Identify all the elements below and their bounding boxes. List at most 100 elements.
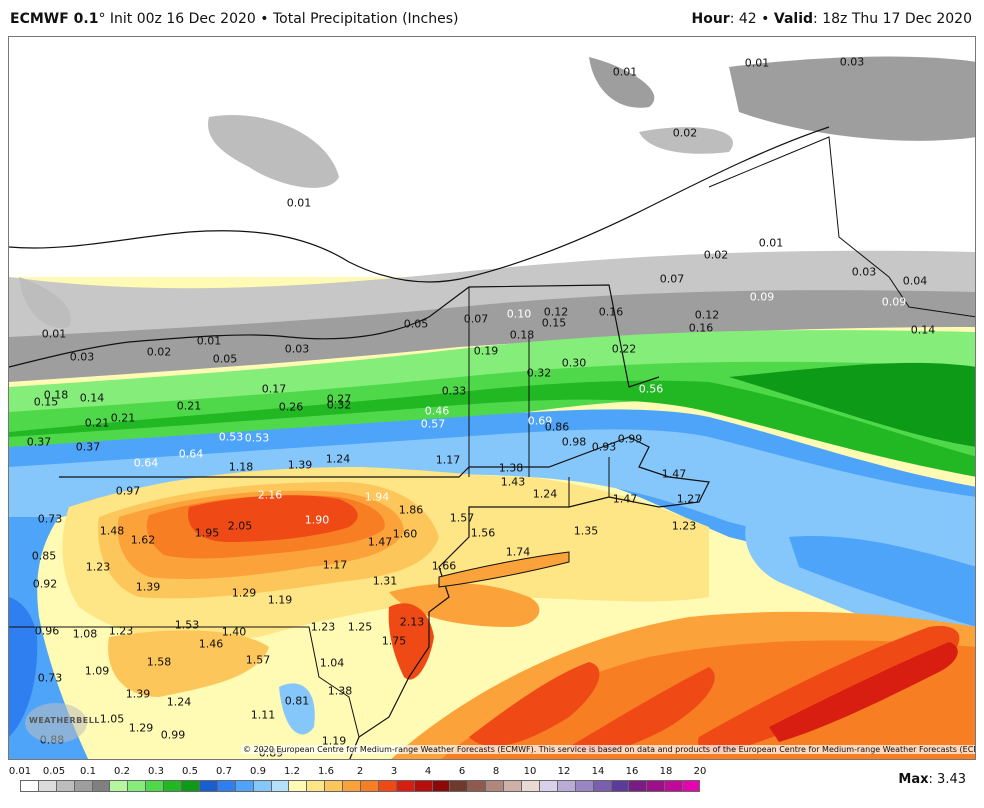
precip-value-label: 2.16 (257, 488, 283, 502)
precip-value-label: 0.32 (326, 398, 352, 412)
zone-li-orange (389, 583, 540, 627)
state-borders (468, 287, 610, 507)
legend-tick-label: 12 (557, 766, 571, 777)
precip-value-label: 1.60 (392, 527, 418, 541)
legend-swatch (574, 780, 594, 792)
legend-swatch (91, 780, 110, 792)
precip-value-label: 0.99 (160, 728, 186, 742)
precip-value-label: 0.12 (694, 308, 720, 322)
zone-ocean-red3 (698, 626, 960, 754)
legend-swatch (37, 780, 57, 792)
precip-value-label: 0.21 (84, 416, 110, 430)
max-value: Max: 3.43 (898, 772, 966, 787)
legend-tick-label: 14 (591, 766, 605, 777)
precip-value-label: 0.05 (212, 352, 238, 366)
precip-value-label: 0.46 (424, 404, 450, 418)
precip-value-label: 1.19 (321, 734, 347, 748)
legend-swatch (288, 780, 307, 792)
precip-value-label: 0.01 (744, 56, 770, 70)
precip-value-label: 1.18 (228, 460, 254, 474)
title-separator: • (260, 11, 269, 27)
precip-value-label: 0.15 (33, 395, 59, 409)
precip-value-label: 0.73 (37, 512, 63, 526)
legend-tick-label: 4 (424, 766, 432, 777)
zone-ocean-red1 (469, 662, 600, 747)
precip-value-label: 0.09 (881, 295, 907, 309)
legend-swatch (360, 780, 379, 792)
legend-swatch (646, 780, 665, 792)
legend-swatch (306, 780, 325, 792)
precip-value-label: 1.43 (500, 475, 526, 489)
long-island (438, 551, 570, 588)
precip-value-label: 1.57 (449, 511, 475, 525)
zone-ocean-darkred (769, 642, 958, 742)
precip-value-label: 0.07 (659, 272, 685, 286)
legend-tick-label: 3 (390, 766, 398, 777)
legend-tick-label: 20 (693, 766, 707, 777)
precip-value-label: 0.03 (69, 350, 95, 364)
copyright-notice: © 2020 European Centre for Medium-range … (241, 745, 975, 754)
precip-value-label: 1.29 (231, 586, 257, 600)
precip-value-label: 0.56 (638, 382, 664, 396)
zone-blue-east2 (789, 536, 975, 627)
precip-value-label: 1.25 (347, 620, 373, 634)
precip-value-label: 1.11 (250, 708, 276, 722)
legend-tick-label: 1.2 (284, 766, 300, 777)
precip-value-label: 0.12 (543, 305, 569, 319)
precip-value-label: 1.19 (267, 593, 293, 607)
precip-value-label: 1.75 (381, 634, 407, 648)
legend-swatch (449, 780, 468, 792)
legend-tick-label: 0.9 (250, 766, 266, 777)
grey-patch-ne (729, 56, 975, 141)
precipitation-map: 0.01 0.01 0.03 0.02 0.01 0.01 0.02 0.07 0.03 0.04… (8, 36, 976, 760)
precip-value-label: 0.86 (544, 420, 570, 434)
precip-value-label: 1.66 (431, 559, 457, 573)
zone-red (188, 495, 358, 542)
precip-value-label: 0.01 (41, 327, 67, 341)
precip-value-label: 1.35 (573, 524, 599, 538)
precip-value-label: 1.47 (661, 467, 687, 481)
precip-value-label: 0.64 (178, 447, 204, 461)
header: ECMWF 0.1° Init 00z 16 Dec 2020 • Total … (0, 0, 984, 36)
zone-dark-green (9, 380, 975, 477)
precip-field (9, 37, 975, 759)
precip-value-label: 0.96 (34, 624, 60, 638)
legend-swatch (592, 780, 612, 792)
legend-swatch (664, 780, 683, 792)
legend-swatch (342, 780, 361, 792)
color-legend: 0.01 0.05 0.1 0.2 0.3 0.5 0.7 0.9 1.2 1.6 2 3 4 6 8 10 1… (9, 762, 720, 802)
precip-value-label: 1.74 (505, 545, 531, 559)
degree-symbol: ° (98, 11, 106, 27)
precip-value-label: 0.33 (441, 384, 467, 398)
precip-value-label: 1.40 (221, 625, 247, 639)
zone-light-blue (9, 429, 975, 577)
product-name: Total Precipitation (Inches) (272, 11, 459, 27)
legend-swatch (467, 780, 486, 792)
legend-tick-label: 0.01 (8, 766, 32, 777)
precip-value-label: 0.01 (758, 236, 784, 250)
precip-value-label: 0.98 (561, 435, 587, 449)
legend-swatch (270, 780, 289, 792)
st-lawrence-line (9, 126, 830, 283)
zone-bay-blue (279, 683, 315, 735)
precip-value-label: 0.26 (278, 400, 304, 414)
precip-value-label: 0.92 (32, 577, 58, 591)
logo-text: WEATHERBELL (29, 716, 100, 725)
precip-value-label: 1.29 (128, 721, 154, 735)
time-separator: • (761, 11, 770, 27)
precip-value-label: 1.38 (327, 684, 353, 698)
legend-tick-label: 0.7 (216, 766, 232, 777)
legend-tick-label: 8 (492, 766, 500, 777)
model-name: ECMWF 0.1 (10, 11, 99, 27)
precip-value-label: 1.17 (435, 453, 461, 467)
precip-value-label: 1.90 (304, 513, 330, 527)
precip-value-label: 0.81 (284, 694, 310, 708)
legend-swatch (556, 780, 576, 792)
precip-value-label: 1.27 (676, 492, 702, 506)
precip-value-label: 1.39 (125, 687, 151, 701)
precip-value-label: 1.31 (372, 574, 398, 588)
precip-value-label: 1.24 (532, 487, 558, 501)
legend-swatch (610, 780, 629, 792)
precip-value-label: 0.05 (403, 317, 429, 331)
legend-swatch (431, 780, 450, 792)
